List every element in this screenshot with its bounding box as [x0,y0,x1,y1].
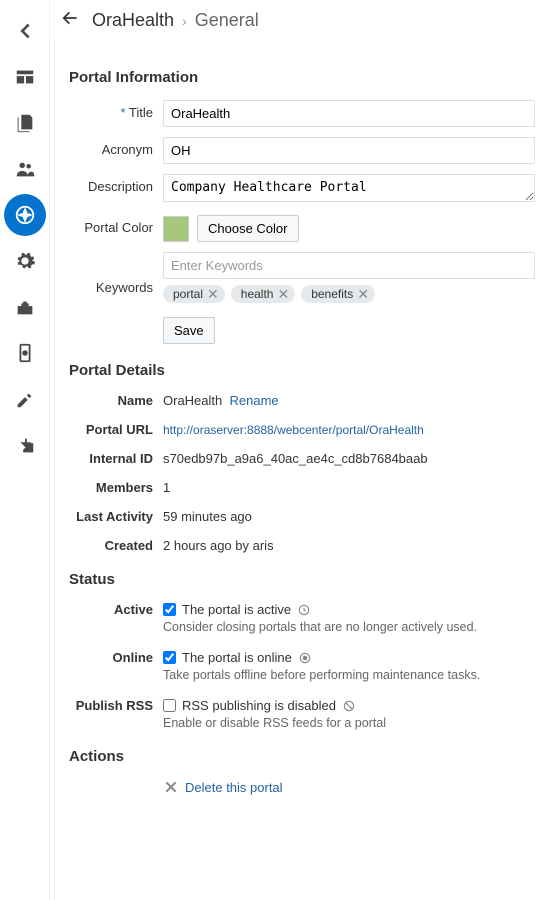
delete-portal-link[interactable]: Delete this portal [163,779,535,795]
breadcrumb-item-2: General [195,10,259,31]
rss-text: RSS publishing is disabled [182,698,336,713]
general-icon[interactable] [4,194,46,236]
label-portal-color: Portal Color [69,215,163,235]
title-input[interactable] [163,100,535,127]
label-created: Created [69,538,163,553]
breadcrumb: OraHealth › General [50,0,549,41]
acronym-input[interactable] [163,137,535,164]
delete-portal-label: Delete this portal [185,780,283,795]
remove-tag-icon[interactable]: ✕ [207,287,219,301]
online-help: Take portals offline before performing m… [163,668,535,682]
active-status-icon [297,603,311,617]
active-text: The portal is active [182,602,291,617]
section-actions: Actions [69,748,535,765]
description-input[interactable]: Company Healthcare Portal [163,174,535,202]
overview-icon[interactable] [4,56,46,98]
section-portal-info: Portal Information [69,69,535,86]
breadcrumb-separator-icon: › [182,13,187,29]
value-last-activity: 59 minutes ago [163,509,535,524]
device-icon[interactable] [4,332,46,374]
keywords-input[interactable] [163,252,535,279]
online-status-icon [298,651,312,665]
label-keywords: Keywords [69,252,163,295]
back-icon[interactable] [4,10,46,52]
rss-help: Enable or disable RSS feeds for a portal [163,716,535,730]
content-area: Portal Information * Title Acronym Descr… [54,41,549,900]
remove-tag-icon[interactable]: ✕ [357,287,369,301]
keyword-tag: benefits✕ [301,285,375,303]
members-icon[interactable] [4,148,46,190]
color-swatch [163,216,189,242]
section-portal-details: Portal Details [69,362,535,379]
active-checkbox[interactable] [163,603,176,616]
rss-status-icon [342,699,356,713]
value-portal-url[interactable]: http://oraserver:8888/webcenter/portal/O… [163,423,424,437]
online-text: The portal is online [182,650,292,665]
value-internal-id: s70edb97b_a9a6_40ac_ae4c_cd8b7684baab [163,451,535,466]
keyword-tag: health✕ [231,285,295,303]
label-name: Name [69,393,163,408]
value-created: 2 hours ago by aris [163,538,535,553]
section-status: Status [69,571,535,588]
breadcrumb-item-1[interactable]: OraHealth [92,10,174,31]
label-acronym: Acronym [69,137,163,157]
breadcrumb-back-icon[interactable] [60,8,80,33]
online-checkbox[interactable] [163,651,176,664]
label-description: Description [69,174,163,194]
import-icon[interactable] [4,424,46,466]
build-icon[interactable] [4,378,46,420]
label-publish-rss: Publish RSS [69,698,163,713]
label-members: Members [69,480,163,495]
keyword-tags: portal✕ health✕ benefits✕ [163,285,535,303]
rename-link[interactable]: Rename [229,393,278,408]
tools-icon[interactable] [4,286,46,328]
rss-checkbox[interactable] [163,699,176,712]
value-name: OraHealth [163,393,222,408]
label-active: Active [69,602,163,617]
choose-color-button[interactable]: Choose Color [197,215,299,242]
settings-gear-icon[interactable] [4,240,46,282]
pages-icon[interactable] [4,102,46,144]
sidebar [0,0,50,900]
label-internal-id: Internal ID [69,451,163,466]
label-title: Title [129,105,153,120]
label-online: Online [69,650,163,665]
label-portal-url: Portal URL [69,422,163,437]
active-help: Consider closing portals that are no lon… [163,620,535,634]
label-last-activity: Last Activity [69,509,163,524]
keyword-tag: portal✕ [163,285,225,303]
remove-tag-icon[interactable]: ✕ [277,287,289,301]
save-button[interactable]: Save [163,317,215,344]
value-members: 1 [163,480,535,495]
delete-icon [163,779,179,795]
